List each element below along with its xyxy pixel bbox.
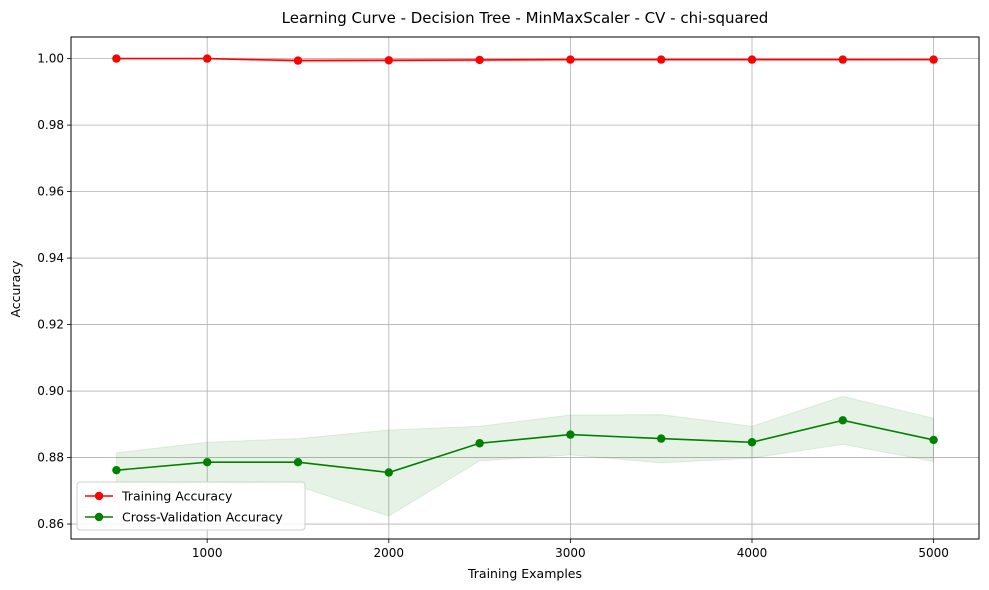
training-accuracy-line: [116, 57, 934, 62]
y-tick-label: 0.92: [37, 318, 64, 332]
x-axis-ticks: 1000 2000 3000 4000 5000: [192, 539, 949, 560]
cv-accuracy-point: [566, 430, 575, 439]
y-tick-label: 0.86: [37, 517, 64, 531]
cv-accuracy-band: [115, 395, 935, 517]
training-accuracy-point: [838, 55, 847, 64]
training-accuracy-point: [293, 56, 303, 65]
y-tick-label: 0.88: [37, 451, 64, 465]
x-tick-label: 5000: [918, 546, 949, 560]
x-tick-label: 4000: [737, 546, 768, 560]
legend-cv-label: Cross-Validation Accuracy: [122, 510, 283, 525]
cv-accuracy-point: [747, 438, 757, 447]
x-axis-label: Training Examples: [467, 566, 582, 581]
y-tick-label: 0.98: [37, 118, 64, 132]
training-accuracy-point: [475, 55, 484, 65]
x-tick-label: 2000: [374, 546, 405, 560]
cv-accuracy-point: [929, 435, 938, 445]
y-tick-label: 0.90: [37, 384, 64, 398]
training-accuracy-point: [384, 56, 393, 65]
legend-training-label: Training Accuracy: [121, 489, 233, 504]
training-accuracy-point: [929, 55, 938, 64]
training-accuracy-point: [566, 55, 575, 64]
plot-frame: [70, 36, 980, 540]
grid-lines: [71, 37, 979, 539]
y-tick-label: 0.96: [37, 185, 64, 199]
legend-box: [76, 481, 306, 531]
training-accuracy-point: [112, 54, 121, 63]
y-axis-label: Accuracy: [8, 260, 23, 318]
cv-accuracy-point: [384, 468, 393, 477]
training-accuracy-point: [203, 54, 212, 63]
legend: Training Accuracy Cross-Validation Accura…: [76, 481, 306, 531]
cv-accuracy-point: [203, 458, 212, 467]
chart-title: Learning Curve - Decision Tree - MinMaxS…: [282, 9, 769, 27]
cv-accuracy-point: [838, 416, 847, 425]
training-accuracy-point: [657, 55, 666, 64]
cv-accuracy-point: [112, 465, 121, 475]
y-axis-ticks: 0.86 0.88 0.90 0.92 0.94 0.96 0.98 1.00: [37, 52, 71, 531]
cv-accuracy-line: [116, 419, 934, 474]
series-points: [112, 54, 938, 477]
series-lines: [116, 57, 934, 474]
legend-training-marker: [94, 491, 104, 501]
cv-accuracy-point: [475, 439, 484, 448]
legend-cv-marker: [94, 512, 104, 522]
cv-accuracy-point: [657, 434, 666, 443]
y-tick-label: 1.00: [37, 52, 64, 66]
cv-accuracy-point: [293, 458, 303, 467]
y-tick-label: 0.94: [37, 251, 64, 265]
training-accuracy-point: [747, 55, 757, 64]
x-tick-label: 3000: [555, 546, 586, 560]
x-tick-label: 1000: [192, 546, 223, 560]
